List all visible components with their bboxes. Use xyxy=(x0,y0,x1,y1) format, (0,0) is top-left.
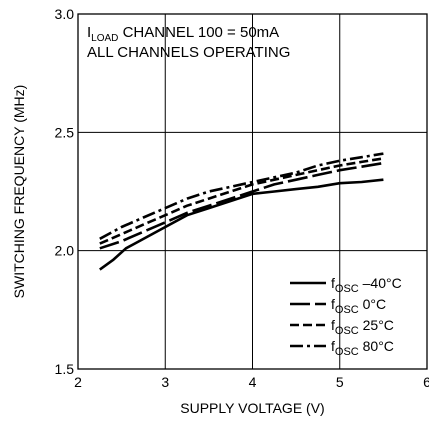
y-tick-label: 1.5 xyxy=(55,361,75,377)
tick-labels: 2 3 4 5 6 1.5 2.0 2.5 3.0 xyxy=(55,6,429,390)
series-line xyxy=(99,157,384,245)
annotation-line-2: ALL CHANNELS OPERATING xyxy=(87,44,290,61)
y-tick-label: 2.0 xyxy=(55,243,75,259)
legend-label: fOSC –40°C xyxy=(331,275,402,295)
x-tick-label: 5 xyxy=(336,374,344,390)
legend-label: fOSC 80°C xyxy=(331,338,394,358)
x-tick-label: 3 xyxy=(161,374,169,390)
series-line xyxy=(99,161,384,250)
x-tick-label: 4 xyxy=(249,374,257,390)
y-tick-label: 3.0 xyxy=(55,6,75,22)
grid xyxy=(78,14,427,369)
legend-label: fOSC 0°C xyxy=(331,296,386,316)
series-lines xyxy=(99,152,384,271)
annotation-line-1: ILOAD CHANNEL 100 = 50mA xyxy=(87,24,279,44)
x-axis-title: SUPPLY VOLTAGE (V) xyxy=(180,400,324,416)
x-tick-label: 2 xyxy=(74,374,82,390)
plot-frame xyxy=(77,13,428,370)
y-axis-title: SWITCHING FREQUENCY (MHz) xyxy=(11,85,27,299)
series-line xyxy=(99,152,384,240)
y-tick-label: 2.5 xyxy=(55,124,75,140)
legend-label: fOSC 25°C xyxy=(331,317,394,337)
x-tick-label: 6 xyxy=(423,374,429,390)
series-line xyxy=(99,178,384,271)
